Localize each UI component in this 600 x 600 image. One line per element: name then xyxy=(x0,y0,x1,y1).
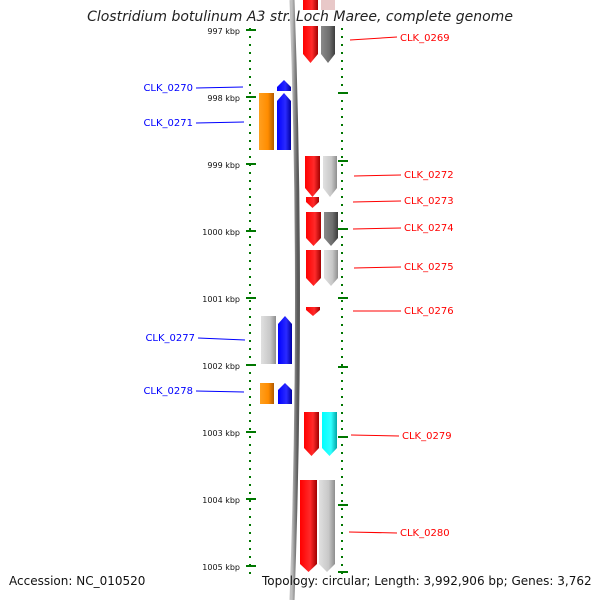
accession-label: Accession: NC_010520 xyxy=(9,574,146,588)
leader-CLK_0269 xyxy=(349,36,398,41)
gene-label-CLK_0275[interactable]: CLK_0275 xyxy=(404,262,454,273)
leader-CLK_0275 xyxy=(353,266,402,269)
gene-CLK_0272-feature[interactable] xyxy=(305,156,320,197)
tick-label-1003: 1003 kbp xyxy=(202,429,240,438)
leader-CLK_0279 xyxy=(350,434,400,437)
map-title: Clostridium botulinum A3 str. Loch Maree… xyxy=(87,9,513,25)
tick-label-1000: 1000 kbp xyxy=(202,228,240,237)
gene-CLK_0279-pair xyxy=(322,412,337,456)
gene-CLK_0274-feature[interactable] xyxy=(306,212,321,246)
tick-label-997: 997 kbp xyxy=(207,27,240,36)
gene-label-CLK_0277[interactable]: CLK_0277 xyxy=(145,333,195,344)
leader-CLK_0271 xyxy=(195,121,245,124)
gene-CLK_0280-feature[interactable] xyxy=(300,480,317,572)
gene-CLK_0273-feature[interactable] xyxy=(306,197,319,208)
gene-CLK_0274-pair xyxy=(324,212,338,246)
leader-CLK_0273 xyxy=(352,200,402,203)
tick-label-998: 998 kbp xyxy=(207,94,240,103)
gene-label-CLK_0279[interactable]: CLK_0279 xyxy=(402,431,452,442)
ruler-ticks xyxy=(246,29,348,573)
gene-CLK_0269-feature[interactable] xyxy=(303,26,318,63)
leader-CLK_0277 xyxy=(197,337,246,341)
gene-label-CLK_0274[interactable]: CLK_0274 xyxy=(404,223,454,234)
leader-CLK_0278 xyxy=(195,390,245,393)
gene-top-edge-feature xyxy=(303,0,318,10)
genome-backbone xyxy=(289,0,300,600)
tick-label-1005: 1005 kbp xyxy=(202,563,240,572)
gene-CLK_0280-pair xyxy=(319,480,335,572)
gene-label-CLK_0280[interactable]: CLK_0280 xyxy=(400,528,450,539)
gene-top-edge-pair xyxy=(321,0,335,10)
right-leader-lines xyxy=(348,36,402,534)
left-leader-lines xyxy=(195,86,246,393)
leader-CLK_0272 xyxy=(353,174,402,177)
gene-label-CLK_0270[interactable]: CLK_0270 xyxy=(143,83,193,94)
gene-CLK_0275-pair xyxy=(324,250,338,286)
gene-CLK_0277-feature[interactable] xyxy=(278,316,292,364)
tick-label-1002: 1002 kbp xyxy=(202,362,240,371)
tick-label-1004: 1004 kbp xyxy=(202,496,240,505)
gene-CLK_0276-feature[interactable] xyxy=(306,307,320,316)
gene-label-CLK_0276[interactable]: CLK_0276 xyxy=(404,306,454,317)
gene-label-CLK_0271[interactable]: CLK_0271 xyxy=(143,118,193,129)
gene-label-CLK_0272[interactable]: CLK_0272 xyxy=(404,170,454,181)
gene-label-CLK_0269[interactable]: CLK_0269 xyxy=(400,33,450,44)
gene-CLK_0269-pair xyxy=(321,26,335,63)
gene-CLK_0277-pair xyxy=(261,316,276,364)
gene-CLK_0275-feature[interactable] xyxy=(306,250,321,286)
leader-CLK_0274 xyxy=(352,227,402,230)
genome-summary: Topology: circular; Length: 3,992,906 bp… xyxy=(262,574,592,588)
tick-label-1001: 1001 kbp xyxy=(202,295,240,304)
gene-CLK_0271-feature[interactable] xyxy=(277,93,291,150)
gene-CLK_0278-pair xyxy=(260,383,274,404)
gene-CLK_0270-feature[interactable] xyxy=(277,80,291,91)
gene-CLK_0272-pair xyxy=(323,156,337,197)
gene-CLK_0279-feature[interactable] xyxy=(304,412,319,456)
tick-label-999: 999 kbp xyxy=(207,161,240,170)
gene-CLK_0278-feature[interactable] xyxy=(278,383,292,404)
gene-label-CLK_0278[interactable]: CLK_0278 xyxy=(143,386,193,397)
gene-label-CLK_0273[interactable]: CLK_0273 xyxy=(404,196,454,207)
gene-CLK_0271-pair xyxy=(259,93,274,150)
leader-CLK_0270 xyxy=(195,86,244,89)
leader-CLK_0280 xyxy=(348,531,398,534)
